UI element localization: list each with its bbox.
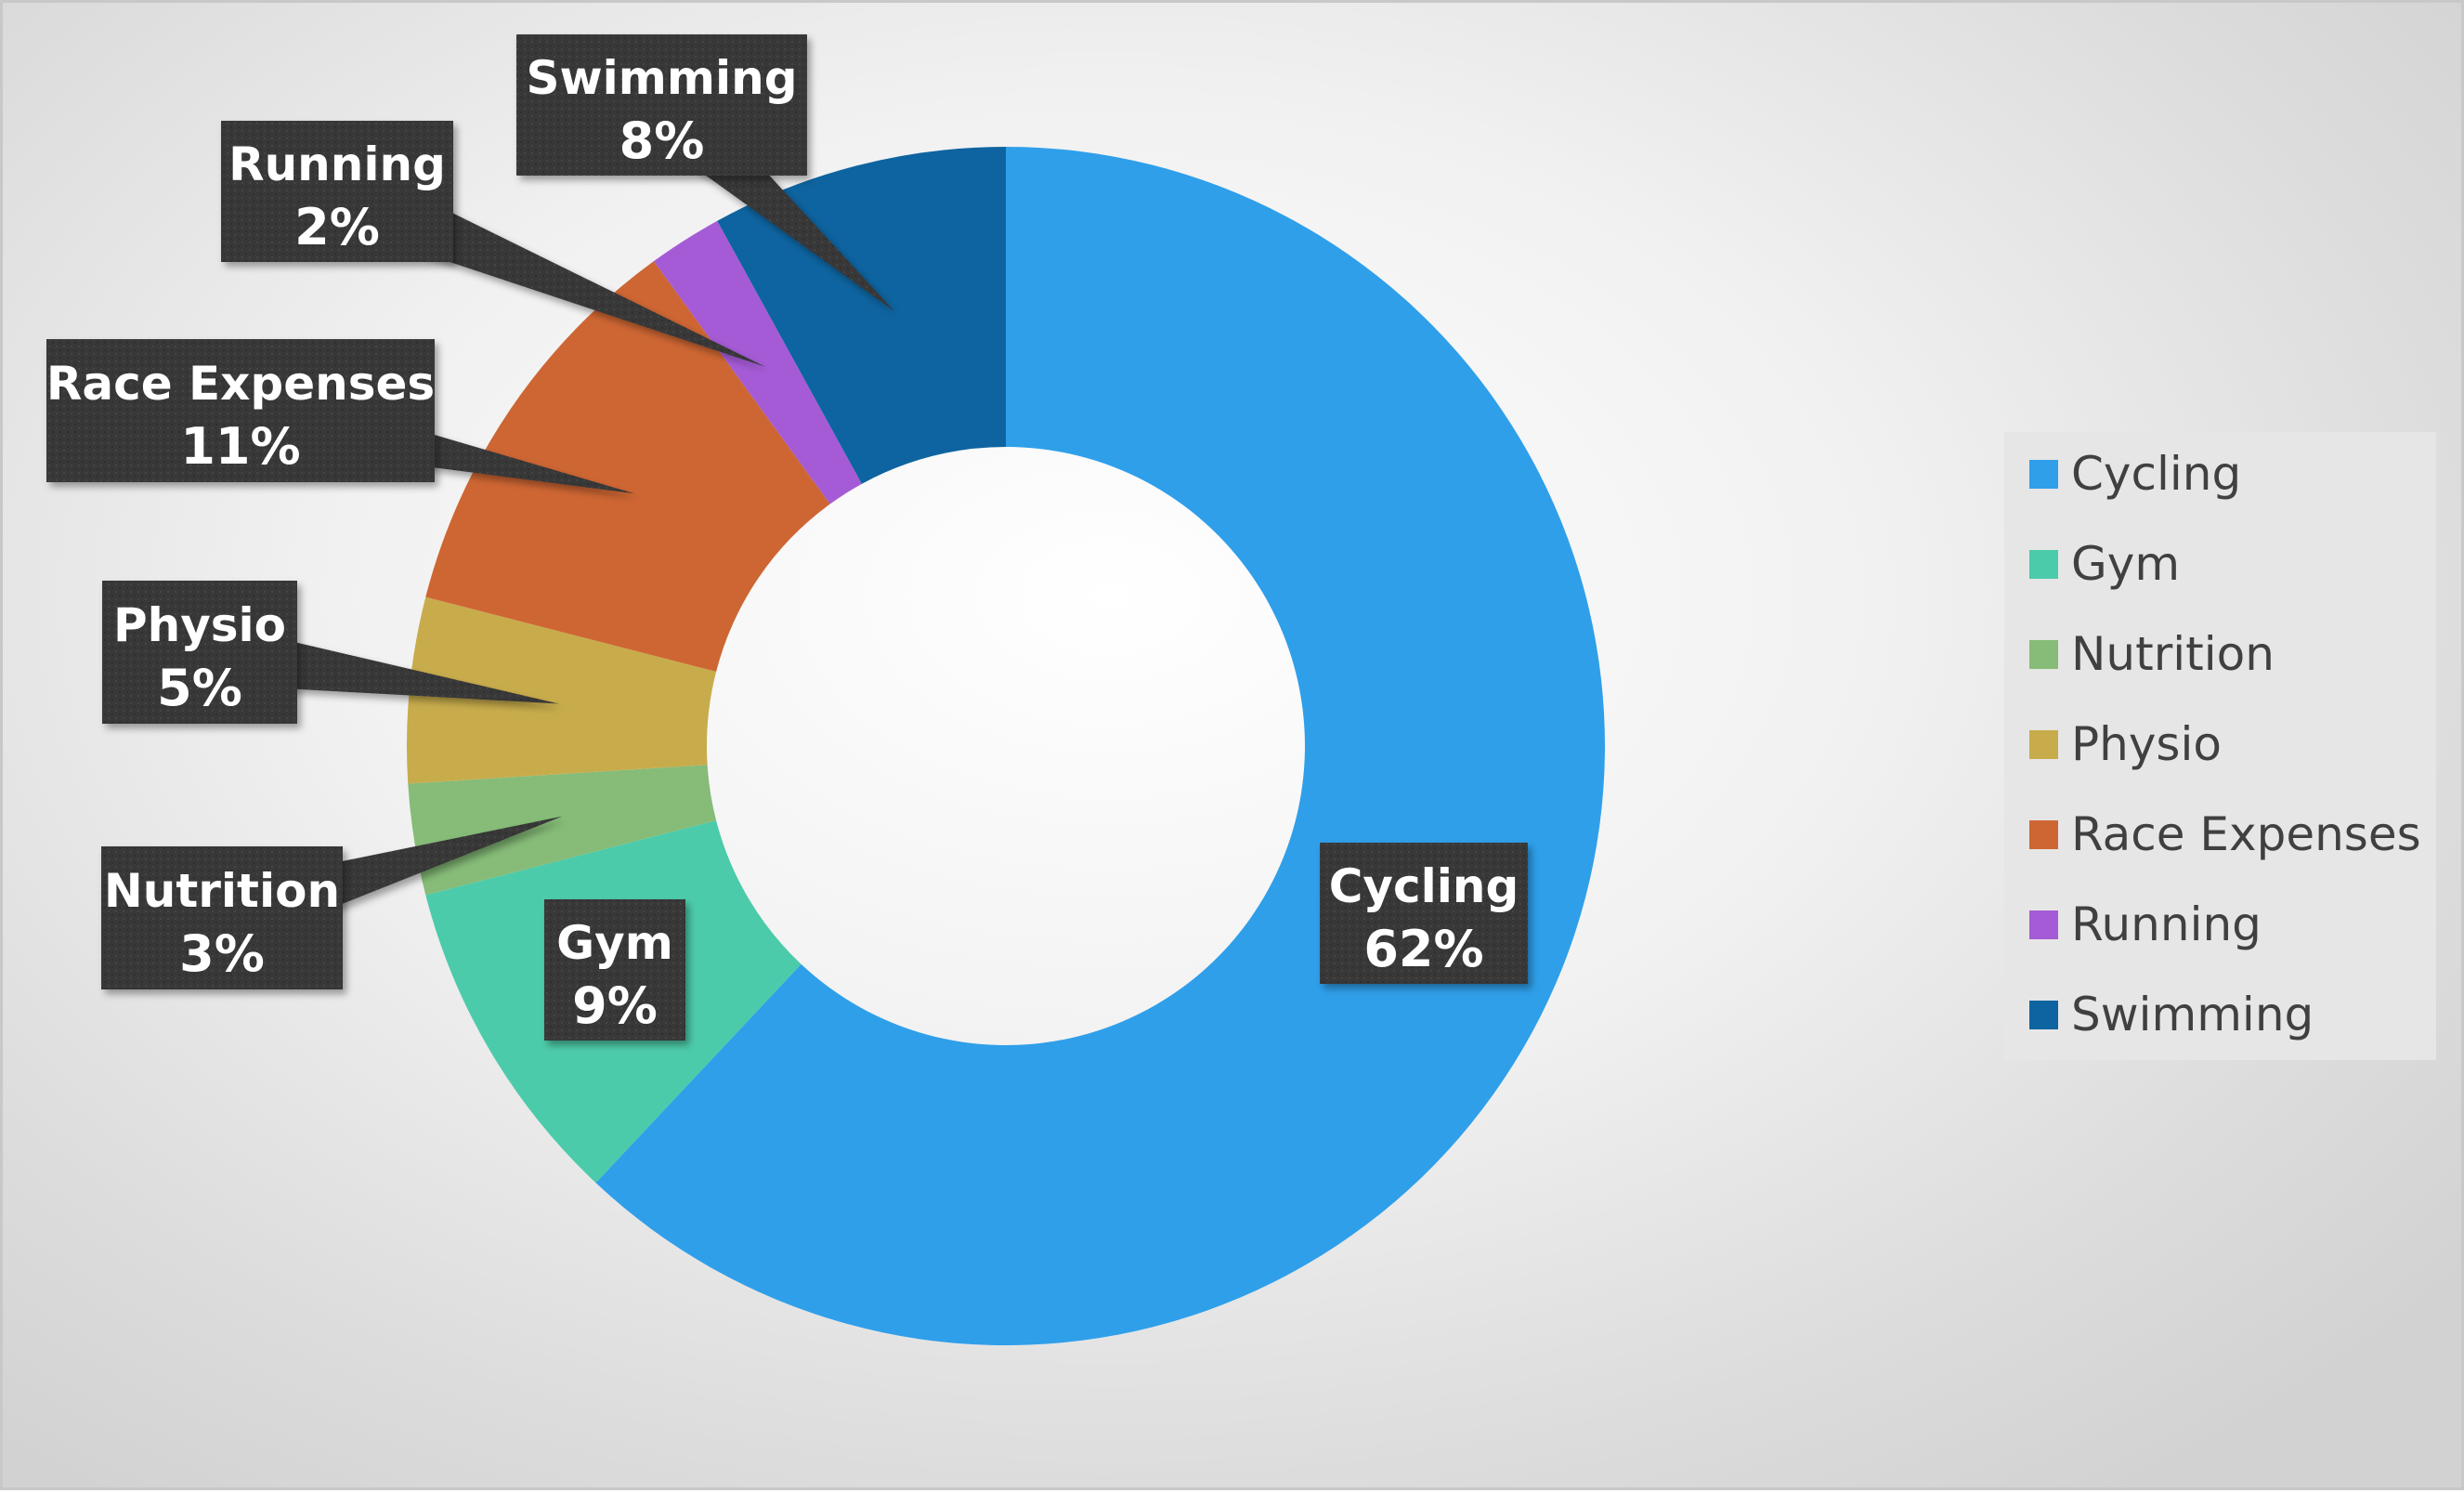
slice-nutrition[interactable] (408, 765, 717, 896)
callout-category-race-expenses: Race Expenses (46, 357, 435, 411)
data-label-cycling: Cycling 62% (1320, 843, 1528, 984)
legend: Cycling Gym Nutrition Physio Race Expenses Ru… (2004, 432, 2436, 1060)
legend-item-race-expenses[interactable]: Race Expenses (2029, 807, 2421, 861)
callout-value-swimming: 8% (619, 111, 705, 170)
callout-value-nutrition: 3% (179, 924, 265, 983)
data-label-nutrition: Nutrition 3% (101, 816, 563, 989)
doughnut-chart: Cycling 62% Gym 9% Nutrition 3% Physio 5% Race E… (46, 34, 2436, 1345)
data-label-gym: Gym 9% (544, 899, 685, 1041)
data-label-race-expenses: Race Expenses 11% (46, 339, 635, 494)
legend-label-swimming: Swimming (2071, 988, 2314, 1041)
callout-category-cycling: Cycling (1329, 859, 1519, 913)
callout-value-physio: 5% (157, 659, 242, 717)
callout-category-running: Running (228, 138, 446, 191)
legend-label-race-expenses: Race Expenses (2071, 807, 2421, 861)
slice-cycling[interactable] (595, 147, 1605, 1345)
legend-label-gym: Gym (2071, 537, 2180, 591)
callout-category-nutrition: Nutrition (104, 864, 340, 918)
data-label-running: Running 2% (221, 121, 765, 367)
legend-swatch-swimming (2029, 1001, 2058, 1029)
legend-swatch-cycling (2029, 460, 2058, 489)
callout-box-running (221, 121, 453, 262)
legend-label-cycling: Cycling (2071, 447, 2241, 501)
data-label-physio: Physio 5% (102, 581, 559, 724)
legend-item-swimming[interactable]: Swimming (2029, 988, 2314, 1041)
callout-box-nutrition (101, 846, 343, 989)
callout-value-gym: 9% (572, 976, 658, 1035)
slice-running[interactable] (653, 220, 862, 504)
callout-box-race-expenses (46, 339, 435, 482)
legend-item-cycling[interactable]: Cycling (2029, 447, 2241, 501)
slice-physio[interactable] (407, 596, 717, 784)
legend-swatch-race-expenses (2029, 820, 2058, 849)
callout-category-physio: Physio (113, 598, 286, 652)
slice-race-expenses[interactable] (425, 261, 830, 672)
legend-item-physio[interactable]: Physio (2029, 717, 2222, 771)
legend-swatch-physio (2029, 730, 2058, 759)
legend-item-running[interactable]: Running (2029, 897, 2262, 951)
callout-value-cycling: 62% (1363, 920, 1483, 978)
callout-category-gym: Gym (556, 916, 673, 970)
legend-swatch-running (2029, 910, 2058, 939)
data-label-swimming: Swimming 8% (516, 34, 894, 311)
legend-swatch-gym (2029, 550, 2058, 579)
callout-box-swimming (516, 34, 807, 176)
callout-box-physio (102, 581, 297, 724)
callout-value-running: 2% (294, 198, 380, 256)
legend-label-running: Running (2071, 897, 2262, 951)
callout-value-race-expenses: 11% (180, 417, 300, 476)
callouts-layer: Cycling 62% Gym 9% Nutrition 3% Physio 5% Race E… (46, 34, 1528, 1041)
callout-box-gym (544, 899, 685, 1041)
legend-swatch-nutrition (2029, 640, 2058, 669)
callout-category-swimming: Swimming (526, 51, 797, 105)
legend-item-nutrition[interactable]: Nutrition (2029, 627, 2275, 681)
legend-label-physio: Physio (2071, 717, 2222, 771)
slices-layer (407, 147, 1605, 1345)
callout-box-cycling (1320, 843, 1528, 984)
legend-label-nutrition: Nutrition (2071, 627, 2275, 681)
legend-background (2004, 432, 2436, 1060)
legend-item-gym[interactable]: Gym (2029, 537, 2180, 591)
